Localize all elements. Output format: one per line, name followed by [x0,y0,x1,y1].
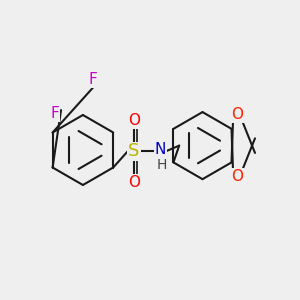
Text: N: N [154,142,166,158]
Text: O: O [128,175,140,190]
Text: F: F [51,106,60,121]
Text: O: O [232,169,244,184]
Text: O: O [232,107,244,122]
Text: S: S [128,142,140,160]
Text: F: F [89,73,98,88]
Text: H: H [157,158,167,172]
Text: O: O [128,113,140,128]
